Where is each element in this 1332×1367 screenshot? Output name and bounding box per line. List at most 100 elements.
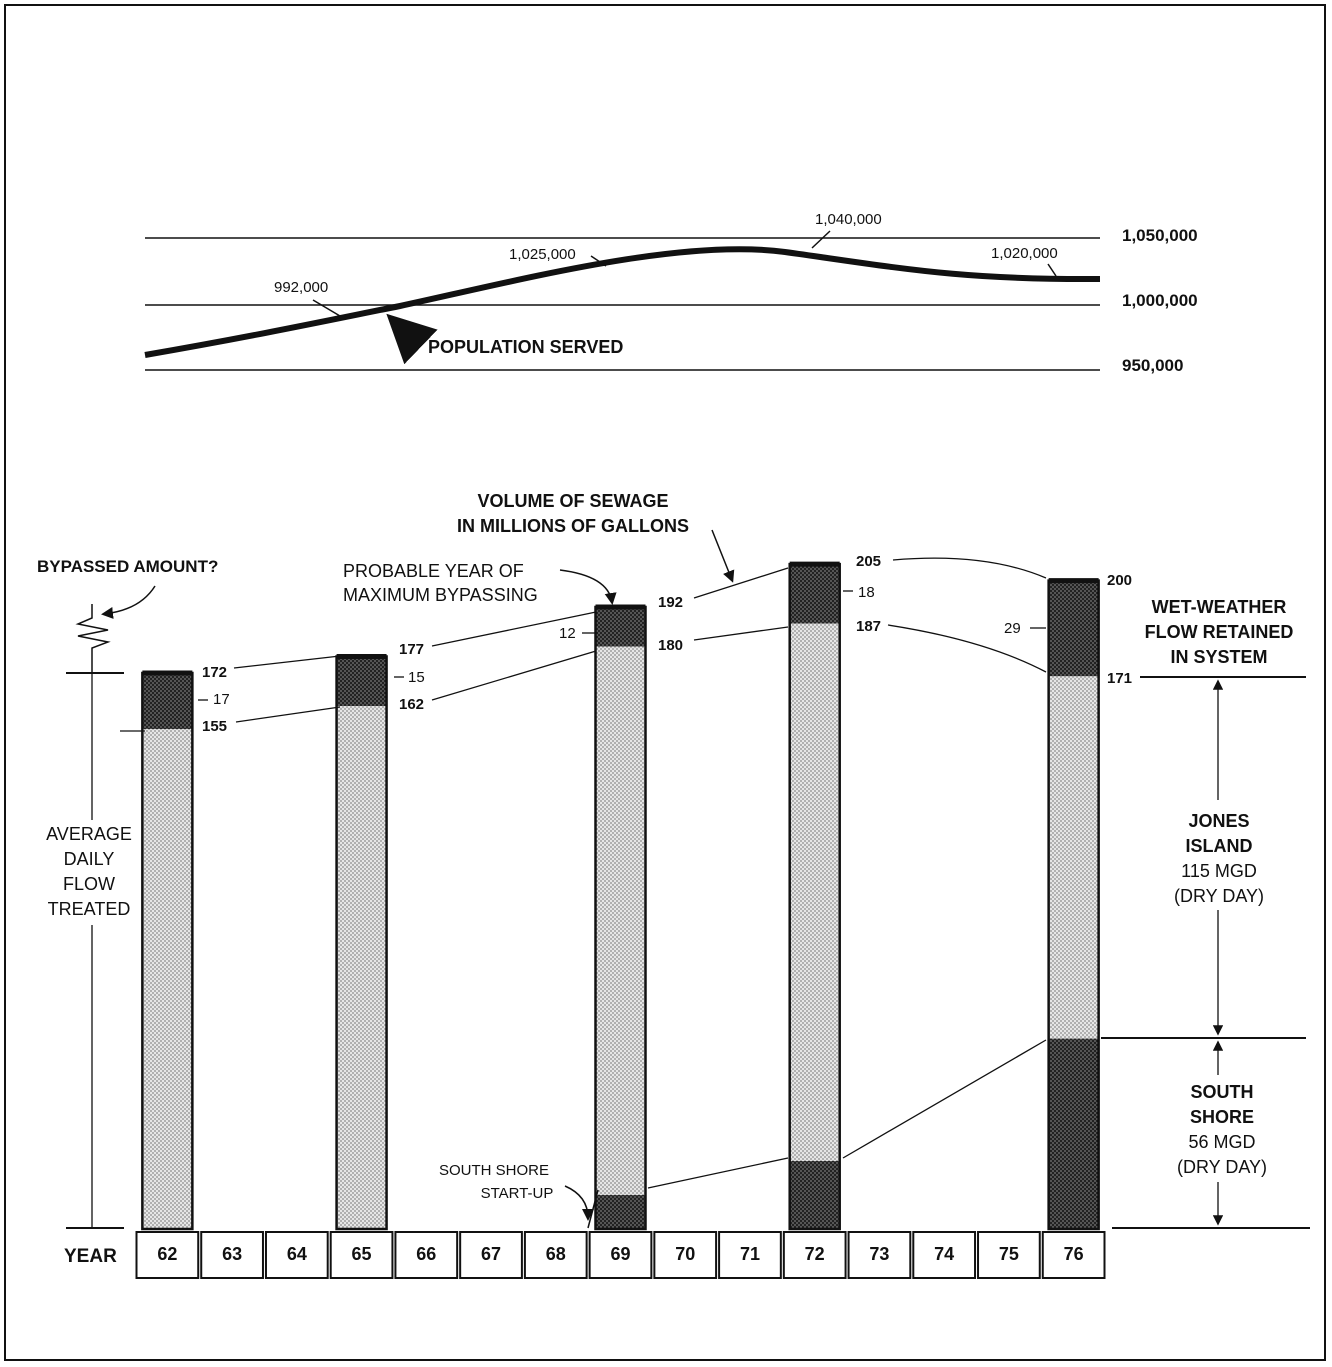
bar-62-treated bbox=[142, 729, 193, 1229]
bypassed-amount-label: BYPASSED AMOUNT? bbox=[37, 557, 218, 576]
year-cell-65 bbox=[329, 1231, 394, 1279]
population-served-arrow bbox=[386, 313, 438, 365]
bar-65-treated bbox=[336, 706, 387, 1229]
year-cell-68 bbox=[523, 1231, 588, 1279]
bar-76-total-label: 200 bbox=[1107, 572, 1132, 589]
gridline-label-1050000: 1,050,000 bbox=[1122, 226, 1198, 245]
wet-weather-line-1: WET-WEATHER bbox=[1152, 597, 1287, 617]
connector-southshore-72-76 bbox=[842, 1039, 1047, 1159]
avg-flow-line-3: FLOW bbox=[63, 874, 115, 894]
bar-76-south-shore bbox=[1048, 1038, 1099, 1229]
year-label-64: 64 bbox=[287, 1244, 307, 1264]
bar-62-retained bbox=[142, 673, 193, 730]
bar-69-total-label: 192 bbox=[658, 594, 683, 611]
south-shore-line-2: SHORE bbox=[1190, 1107, 1254, 1127]
year-cell-74 bbox=[912, 1231, 977, 1279]
year-label-69: 69 bbox=[610, 1244, 630, 1264]
year-cell-66 bbox=[394, 1231, 459, 1279]
population-chart: 1,050,000 1,000,000 950,000 992,000 1,02… bbox=[144, 211, 1198, 375]
connector-total-72-76 bbox=[892, 557, 1047, 579]
bar-72-total-label: 205 bbox=[856, 553, 881, 570]
south-shore-line-3: 56 MGD bbox=[1188, 1132, 1255, 1152]
bar-72-retained bbox=[789, 564, 840, 624]
year-cell-64 bbox=[264, 1231, 329, 1279]
year-label-67: 67 bbox=[481, 1244, 501, 1264]
retained-leaders bbox=[198, 590, 1046, 701]
population-point-leader-1040000 bbox=[811, 230, 831, 249]
sewage-chart: YEAR 62 63 64 65 66 67 68 69 70 71 72 73 74 75 76 17 bbox=[37, 491, 1310, 1279]
year-label-65: 65 bbox=[352, 1244, 372, 1264]
bar-65-treated-label: 162 bbox=[399, 696, 424, 713]
bar-72-retained-label: 18 bbox=[858, 584, 875, 601]
bar-69-retained bbox=[595, 607, 646, 647]
bar-69-treated-label: 180 bbox=[658, 637, 683, 654]
year-label-75: 75 bbox=[999, 1244, 1019, 1264]
year-label-68: 68 bbox=[546, 1244, 566, 1264]
bars bbox=[141, 561, 1100, 1231]
year-cell-70 bbox=[653, 1231, 718, 1279]
bar-72-south-shore bbox=[789, 1161, 840, 1229]
avg-flow-line-2: DAILY bbox=[64, 849, 115, 869]
connector-treated-62-65 bbox=[235, 706, 341, 723]
bar-72-treated bbox=[789, 623, 840, 1161]
connector-total-62-65 bbox=[233, 655, 341, 669]
year-cell-63 bbox=[200, 1231, 264, 1279]
south-shore-line-4: (DRY DAY) bbox=[1177, 1157, 1267, 1177]
figure-frame bbox=[4, 4, 1326, 1361]
year-label-62: 62 bbox=[157, 1244, 177, 1264]
year-label-74: 74 bbox=[934, 1244, 954, 1264]
bar-62-total-label: 172 bbox=[202, 664, 227, 681]
connector-total-65-69 bbox=[431, 611, 597, 647]
south-shore-startup-line-2: START-UP bbox=[481, 1185, 554, 1202]
year-label-70: 70 bbox=[675, 1244, 695, 1264]
year-cell-76 bbox=[1041, 1231, 1106, 1279]
year-cell-73 bbox=[847, 1231, 912, 1279]
jones-island-line-4: (DRY DAY) bbox=[1174, 886, 1264, 906]
population-point-leader-1025000 bbox=[590, 255, 607, 267]
south-shore-startup-line-1: SOUTH SHORE bbox=[439, 1162, 549, 1179]
connector-lines bbox=[233, 557, 1047, 1189]
chart-title-line-1: VOLUME OF SEWAGE bbox=[477, 491, 668, 511]
connector-southshore-69-72 bbox=[647, 1157, 789, 1189]
bar-76-retained bbox=[1048, 580, 1099, 677]
bar-69-south-shore bbox=[595, 1195, 646, 1229]
gridline-label-950000: 950,000 bbox=[1122, 356, 1183, 375]
population-served-label: POPULATION SERVED bbox=[428, 337, 623, 357]
year-cell-62 bbox=[135, 1231, 200, 1279]
year-label-66: 66 bbox=[416, 1244, 436, 1264]
population-point-leader-992000 bbox=[312, 299, 341, 317]
year-cells: 62 63 64 65 66 67 68 69 70 71 72 73 74 75 76 bbox=[135, 1231, 1106, 1279]
south-shore-startup-arrow bbox=[564, 1185, 594, 1221]
population-point-label-1040000: 1,040,000 bbox=[815, 211, 882, 228]
bar-76-treated-label: 171 bbox=[1107, 670, 1132, 687]
jones-island-line-2: ISLAND bbox=[1186, 836, 1253, 856]
avg-flow-line-1: AVERAGE bbox=[46, 824, 132, 844]
jones-island-line-3: 115 MGD bbox=[1181, 861, 1257, 881]
year-cell-69 bbox=[588, 1231, 653, 1279]
gridline-label-1000000: 1,000,000 bbox=[1122, 291, 1198, 310]
avg-flow-line-4: TREATED bbox=[48, 899, 131, 919]
chart-title-arrow bbox=[711, 529, 735, 583]
bar-62-retained-label: 17 bbox=[213, 691, 230, 708]
bar-69-treated bbox=[595, 646, 646, 1195]
south-shore-line-1: SOUTH bbox=[1191, 1082, 1254, 1102]
population-point-leader-1020000 bbox=[1047, 263, 1057, 277]
year-label-71: 71 bbox=[740, 1244, 760, 1264]
bar-65-total-label: 177 bbox=[399, 641, 424, 658]
bypassed-squiggle bbox=[75, 604, 111, 672]
population-point-label-1025000: 1,025,000 bbox=[509, 246, 576, 263]
population-served-line bbox=[144, 246, 1101, 358]
chart-title-line-2: IN MILLIONS OF GALLONS bbox=[457, 516, 689, 536]
wet-weather-line-2: FLOW RETAINED bbox=[1145, 622, 1294, 642]
bypassed-amount-arrow bbox=[101, 585, 156, 619]
year-cell-71 bbox=[718, 1231, 782, 1279]
year-label-72: 72 bbox=[805, 1244, 825, 1264]
probable-bypassing-line-2: MAXIMUM BYPASSING bbox=[343, 585, 538, 605]
year-cell-67 bbox=[459, 1231, 523, 1279]
year-label-73: 73 bbox=[869, 1244, 889, 1264]
bar-65-retained bbox=[336, 656, 387, 706]
population-point-label-1020000: 1,020,000 bbox=[991, 245, 1058, 262]
bar-69-retained-label: 12 bbox=[559, 625, 576, 642]
south-shore-startup-slant bbox=[587, 1189, 599, 1229]
